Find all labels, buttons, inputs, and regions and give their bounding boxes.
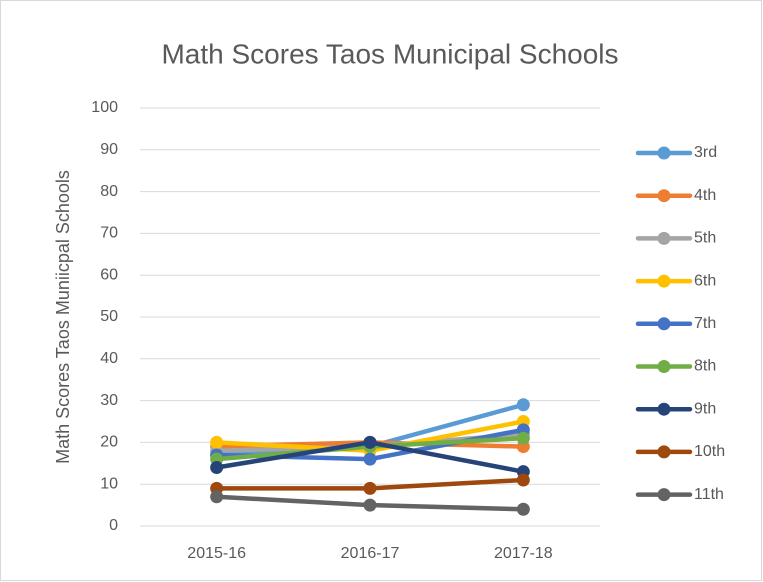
y-tick-label: 50	[100, 308, 118, 325]
data-point	[516, 431, 530, 445]
legend-marker	[657, 189, 671, 203]
x-tick-label: 2017-18	[494, 545, 553, 562]
y-tick-label: 60	[100, 266, 118, 283]
legend-label: 7th	[694, 315, 716, 332]
legend-marker	[657, 317, 671, 331]
y-tick-label: 100	[91, 99, 118, 116]
legend-marker	[657, 360, 671, 373]
legend-label: 3rd	[694, 144, 717, 161]
legend-label: 6th	[694, 272, 716, 289]
legend-label: 10th	[694, 443, 725, 460]
data-point	[363, 435, 377, 449]
legend-marker	[657, 402, 671, 416]
data-point	[516, 398, 530, 412]
legend-marker	[657, 488, 671, 502]
legend-marker	[657, 445, 671, 459]
y-tick-label: 90	[100, 141, 118, 158]
data-point	[516, 473, 530, 487]
legend-label: 8th	[694, 358, 716, 375]
chart-title: Math Scores Taos Municipal Schools	[161, 38, 618, 69]
legend-label: 4th	[694, 187, 716, 204]
legend-label: 5th	[694, 230, 716, 247]
y-tick-label: 40	[100, 350, 118, 367]
y-tick-label: 10	[100, 475, 118, 492]
data-point	[210, 490, 224, 504]
y-tick-label: 80	[100, 183, 118, 200]
x-tick-label: 2015-16	[187, 545, 246, 562]
data-point	[210, 435, 224, 449]
y-tick-label: 70	[100, 225, 118, 242]
y-axis-label: Math Scores Taos Muniicpal Schools	[53, 170, 73, 464]
legend-label: 9th	[694, 400, 716, 417]
y-tick-label: 20	[100, 434, 118, 451]
data-point	[363, 481, 377, 495]
x-tick-label: 2016-17	[341, 545, 400, 562]
legend-label: 11th	[694, 486, 724, 503]
legend-marker	[657, 146, 671, 160]
data-point	[363, 452, 377, 466]
data-point	[210, 460, 224, 474]
legend-marker	[657, 231, 671, 245]
y-tick-label: 30	[100, 392, 118, 409]
legend-marker	[657, 274, 671, 288]
data-point	[363, 498, 377, 512]
data-point	[516, 502, 530, 516]
y-tick-label: 0	[109, 517, 118, 534]
